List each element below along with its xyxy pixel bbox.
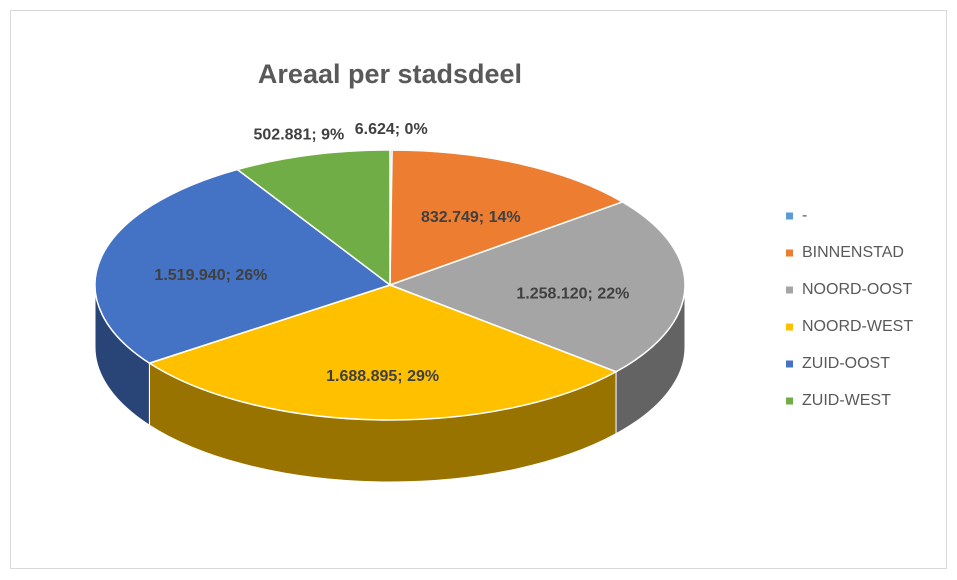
legend-label: ZUID-OOST — [802, 355, 890, 372]
data-label: 1.519.940; 26% — [154, 267, 267, 284]
legend-swatch — [786, 212, 793, 220]
slice — [147, 284, 618, 421]
legend-swatch — [786, 286, 793, 294]
slice — [387, 201, 686, 373]
chart-title: Areaal per stadsdeel — [258, 59, 522, 89]
legend-swatch — [786, 249, 793, 257]
slice — [389, 149, 625, 287]
legend-label: NOORD-OOST — [802, 281, 912, 298]
legend-swatch — [786, 397, 793, 405]
legend-label: NOORD-WEST — [802, 318, 913, 335]
legend-swatch — [786, 323, 793, 331]
data-label: 1.258.120; 22% — [516, 286, 629, 303]
data-label: 1.688.895; 29% — [326, 368, 439, 385]
data-label: 502.881; 9% — [254, 127, 345, 144]
data-label: 6.624; 0% — [355, 121, 428, 138]
legend-label: ZUID-WEST — [802, 392, 891, 409]
legend-swatch — [786, 360, 793, 368]
legend-label: - — [802, 207, 807, 224]
legend-label: BINNENSTAD — [802, 244, 904, 261]
data-label: 832.749; 14% — [421, 209, 521, 226]
slice — [94, 168, 392, 364]
slice — [235, 149, 391, 287]
